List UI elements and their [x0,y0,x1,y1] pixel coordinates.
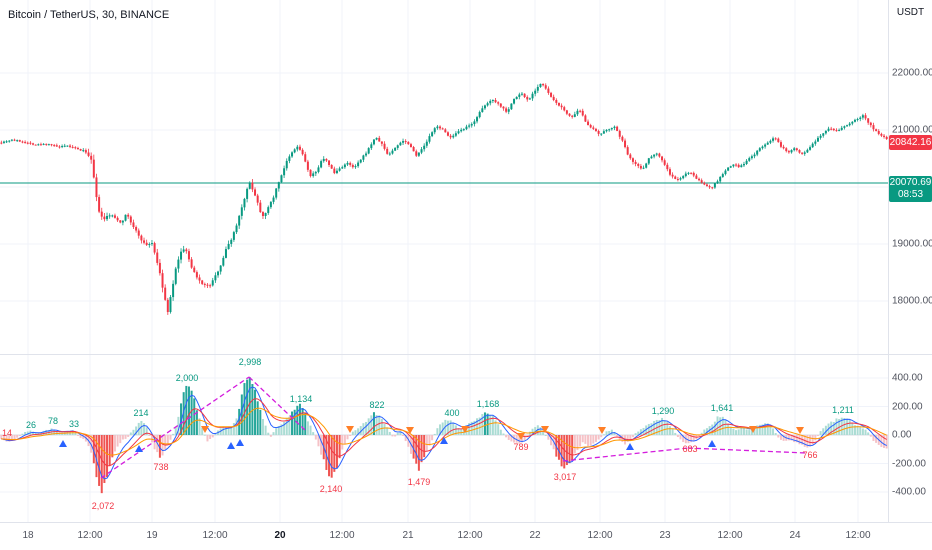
up-triangle-marker [59,440,67,447]
pane-separator[interactable] [0,354,932,355]
time-axis-label: 20 [274,530,286,541]
price-axis[interactable]: USDT 20842.16 20070.69 08:53 22000.00 210… [888,0,932,522]
chart-canvas[interactable] [0,0,888,522]
down-triangle-marker [749,426,757,433]
time-axis-label: 24 [789,530,801,541]
time-axis-label: 12:00 [329,530,355,541]
down-triangle-marker [598,427,606,434]
countdown-price-value: 20070.69 [889,176,932,188]
down-triangle-marker [201,426,209,433]
time-axis-label: 12:00 [587,530,613,541]
divergence-trendline[interactable] [562,447,689,462]
symbol-title[interactable]: Bitcoin / TetherUS, 30, BINANCE [8,9,170,21]
divergence-trendline[interactable] [687,447,807,454]
up-triangle-marker [626,443,634,450]
price-axis-label: 19000.00 [892,238,932,250]
up-triangle-marker [236,439,244,446]
price-axis-label: 18000.00 [892,295,932,307]
time-axis-label: 12:00 [202,530,228,541]
time-axis-label: 19 [146,530,158,541]
time-axis-label: 23 [659,530,671,541]
time-axis-label: 12:00 [717,530,743,541]
bar-countdown-timer: 08:53 [897,188,924,200]
time-axis[interactable]: 18 12:00 19 12:00 20 12:00 21 12:00 22 12:00 23 12:… [0,522,932,550]
down-triangle-marker [461,426,469,433]
indicator-axis-label: 0.00 [892,429,912,441]
up-triangle-marker [227,442,235,449]
time-axis-label: 12:00 [77,530,103,541]
mid-ma-line [1,398,887,467]
price-axis-label: 22000.00 [892,67,932,79]
down-triangle-marker [346,426,354,433]
last-price-badge: 20842.16 [889,134,932,150]
last-price-value: 20842.16 [889,136,932,148]
down-triangle-marker [517,433,525,440]
price-axis-label: 21000.00 [892,124,932,136]
time-axis-label: 22 [529,530,541,541]
indicator-axis-label: 200.00 [892,401,923,412]
candlestick-series [0,83,888,315]
indicator-axis-label: 400.00 [892,372,923,384]
divergence-trendline[interactable] [100,376,250,479]
histogram-series [0,377,888,494]
quote-currency-label: USDT [896,7,925,18]
up-triangle-marker [135,445,143,452]
up-triangle-marker [440,437,448,444]
divergence-trendline[interactable] [248,376,307,432]
time-axis-label: 12:00 [457,530,483,541]
indicator-axis-label: -400.00 [892,486,926,498]
up-triangle-marker [708,440,716,447]
down-triangle-marker [406,427,414,434]
indicator-axis-label: -200.00 [892,458,926,469]
time-axis-label: 21 [402,530,414,541]
down-triangle-marker [541,426,549,433]
down-triangle-marker [796,427,804,434]
time-axis-label: 18 [22,530,34,541]
time-axis-label: 12:00 [845,530,871,541]
countdown-price-badge: 20070.69 08:53 [889,175,932,202]
